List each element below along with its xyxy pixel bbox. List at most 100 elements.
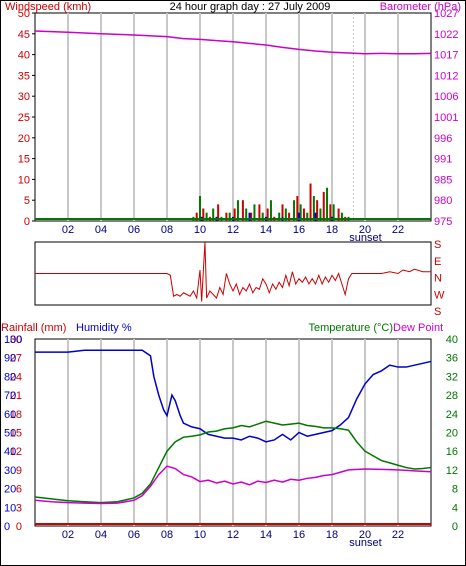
wind-average-bar xyxy=(299,204,302,221)
xtick-label: 20 xyxy=(359,224,371,236)
wind-gust-bar xyxy=(322,191,325,221)
temperature-axis-title: Temperature (°C) xyxy=(309,322,393,334)
wind-gust-bar xyxy=(329,204,332,221)
wind-gust-bar xyxy=(241,200,244,221)
wind-gust-bar xyxy=(337,208,340,221)
direction-letter: W xyxy=(434,289,445,301)
sunset-label: sunset xyxy=(349,537,381,549)
direction-letter: S xyxy=(434,306,441,318)
wind-average-bar xyxy=(205,212,208,221)
temperature-line xyxy=(34,420,432,504)
wind-average-bar xyxy=(306,212,309,221)
ytick-temperature: 40 xyxy=(446,334,458,346)
humidity-axis-title: Humidity % xyxy=(76,322,132,334)
wind-gust-bar xyxy=(309,183,312,221)
ytick-temperature: 16 xyxy=(446,446,458,458)
chart-title: 24 hour graph day : 27 July 2009 xyxy=(170,1,331,13)
wind-gust-bar xyxy=(250,212,253,221)
ytick-temperature: 36 xyxy=(446,353,458,365)
xtick-label: 14 xyxy=(260,529,272,541)
wind-gust-bar xyxy=(266,208,269,221)
xtick-label: 06 xyxy=(128,224,140,236)
xtick-label: 20 xyxy=(359,529,371,541)
barometer-axis-title: Barometer (hPa) xyxy=(380,1,461,13)
ytick-right-barometer: 1001 xyxy=(434,112,458,124)
wind-low-bar xyxy=(248,212,251,221)
wind-average-bar xyxy=(278,212,281,221)
ytick-right-barometer: 980 xyxy=(434,195,452,207)
ytick-humidity: 50 xyxy=(4,428,16,440)
xtick-label: 16 xyxy=(293,529,305,541)
ytick-temperature: 4 xyxy=(452,502,458,514)
ytick-temperature: 32 xyxy=(446,371,458,383)
ytick-temperature: 12 xyxy=(446,465,458,477)
ytick-rainfall: 27 xyxy=(10,353,22,365)
xtick-label: 18 xyxy=(326,224,338,236)
dewpoint-axis-title: Dew Point xyxy=(393,322,443,334)
ytick-rainfall: 24 xyxy=(10,371,22,383)
xtick-label: 06 xyxy=(128,529,140,541)
direction-letter: E xyxy=(434,256,441,268)
ytick-left-wind: 25 xyxy=(18,112,30,124)
ytick-right-barometer: 996 xyxy=(434,133,452,145)
ytick-humidity: 30 xyxy=(4,465,16,477)
wind-average-bar xyxy=(332,204,335,221)
ytick-rainfall: 9 xyxy=(16,465,22,477)
rainfall-axis-title: Rainfall (mm) xyxy=(1,322,66,334)
xtick-label: 18 xyxy=(326,529,338,541)
ytick-right-barometer: 1027 xyxy=(434,8,458,20)
xtick-label: 02 xyxy=(62,529,74,541)
ytick-humidity: 40 xyxy=(4,446,16,458)
ytick-left-wind: 20 xyxy=(18,133,30,145)
wind-average-bar xyxy=(236,200,239,221)
wind-direction-line xyxy=(35,241,431,302)
ytick-humidity: 60 xyxy=(4,409,16,421)
wind-average-bar xyxy=(319,208,322,221)
wind-average-bar xyxy=(253,204,256,221)
ytick-rainfall: 18 xyxy=(10,409,22,421)
wind-average-bar xyxy=(199,196,201,221)
ytick-left-wind: 5 xyxy=(24,195,30,207)
ytick-left-wind: 50 xyxy=(18,8,30,20)
xtick-label: 08 xyxy=(161,529,173,541)
ytick-right-barometer: 1012 xyxy=(434,70,458,82)
ytick-humidity: 10 xyxy=(4,502,16,514)
xtick-label: 16 xyxy=(293,224,305,236)
wind-gust-bar xyxy=(316,200,319,221)
ytick-rainfall: 15 xyxy=(10,428,22,440)
ytick-humidity: 20 xyxy=(4,484,16,496)
xtick-label: 04 xyxy=(95,529,107,541)
wind-gust-bar xyxy=(302,208,305,221)
xtick-label: 22 xyxy=(392,224,404,236)
wind-average-bar xyxy=(340,212,343,221)
ytick-humidity: 80 xyxy=(4,371,16,383)
xtick-label: 04 xyxy=(95,224,107,236)
ytick-left-wind: 45 xyxy=(18,29,30,41)
ytick-humidity: 90 xyxy=(4,353,16,365)
wind-average-bar xyxy=(312,196,315,221)
xtick-label: 02 xyxy=(62,224,74,236)
barometer-line xyxy=(34,30,432,55)
wind-gust-bar xyxy=(217,204,220,221)
xtick-label: 12 xyxy=(227,529,239,541)
ytick-rainfall: 6 xyxy=(16,484,22,496)
wind-average-bar xyxy=(284,208,287,221)
dew-point-line xyxy=(34,465,432,505)
ytick-left-wind: 10 xyxy=(18,174,30,186)
ytick-left-wind: 30 xyxy=(18,91,30,103)
ytick-right-barometer: 985 xyxy=(434,174,452,186)
ytick-right-barometer: 1006 xyxy=(434,91,458,103)
ytick-humidity: 0 xyxy=(4,521,10,533)
ytick-right-barometer: 1017 xyxy=(434,50,458,62)
ytick-right-barometer: 991 xyxy=(434,154,452,166)
ytick-right-barometer: 1022 xyxy=(434,29,458,41)
ytick-rainfall: 3 xyxy=(16,502,22,514)
sunset-label: sunset xyxy=(349,232,381,244)
xtick-label: 10 xyxy=(194,529,206,541)
wind-average-bar xyxy=(212,208,215,221)
ytick-temperature: 20 xyxy=(446,428,458,440)
ytick-right-barometer: 975 xyxy=(434,216,452,228)
humidity-line xyxy=(35,349,432,443)
wind-gust-bar xyxy=(281,204,284,221)
